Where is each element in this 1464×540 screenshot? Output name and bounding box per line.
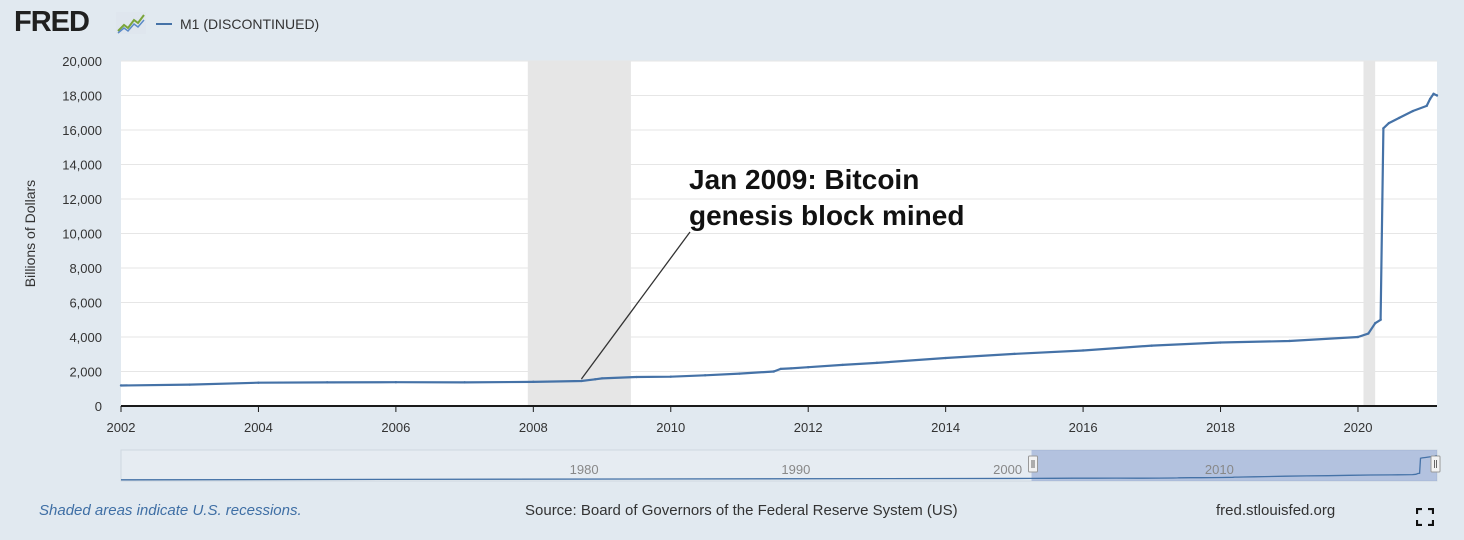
fred-site-link[interactable]: fred.stlouisfed.org [1216, 502, 1335, 519]
data-point [738, 372, 740, 374]
data-point [601, 377, 603, 379]
annotation-text: genesis block mined [689, 200, 964, 231]
data-point [704, 374, 706, 376]
x-tick-label: 2006 [381, 420, 410, 435]
data-point [257, 382, 259, 384]
data-point [1013, 353, 1015, 355]
data-point [1367, 332, 1369, 334]
y-tick-label: 6,000 [69, 296, 102, 311]
data-point [876, 362, 878, 364]
y-tick-label: 2,000 [69, 365, 102, 380]
data-point [189, 383, 191, 385]
data-point [1379, 319, 1381, 321]
annotation-text: Jan 2009: Bitcoin [689, 164, 919, 195]
data-point [580, 380, 582, 382]
data-point [1357, 336, 1359, 338]
data-point [841, 364, 843, 366]
data-point [790, 367, 792, 369]
navigator-handle-body [1029, 456, 1038, 472]
y-tick-label: 14,000 [62, 158, 102, 173]
y-tick-label: 8,000 [69, 261, 102, 276]
navigator-selection [1032, 450, 1437, 481]
data-point [944, 357, 946, 359]
y-tick-label: 12,000 [62, 192, 102, 207]
data-point [780, 368, 782, 370]
x-tick-label: 2004 [244, 420, 273, 435]
data-point [635, 376, 637, 378]
navigator-year-label: 2000 [993, 462, 1022, 477]
data-point [807, 366, 809, 368]
data-point [1082, 349, 1084, 351]
recession-note: Shaded areas indicate U.S. recessions. [39, 502, 302, 519]
navigator-year-label: 2010 [1205, 462, 1234, 477]
source-text: Source: Board of Governors of the Federa… [525, 502, 958, 519]
data-point [463, 381, 465, 383]
navigator-handle-body [1431, 456, 1440, 472]
x-tick-label: 2020 [1344, 420, 1373, 435]
x-tick-label: 2016 [1069, 420, 1098, 435]
data-point [1219, 341, 1221, 343]
data-point [1374, 322, 1376, 324]
chart-area: 0 2,000 4,000 6,000 8,000 10,000 12,000 14,000 1… [0, 0, 1464, 540]
navigator-handle-right[interactable] [1431, 456, 1440, 472]
data-point [532, 381, 534, 383]
x-tick-label: 2010 [656, 420, 685, 435]
data-point [395, 381, 397, 383]
data-point [1425, 105, 1427, 107]
y-tick-label: 4,000 [69, 330, 102, 345]
x-tick-label: 2012 [794, 420, 823, 435]
x-tick-label: 2014 [931, 420, 960, 435]
y-axis-label: Billions of Dollars [22, 180, 38, 287]
navigator-year-label: 1980 [570, 462, 599, 477]
y-tick-label: 18,000 [62, 89, 102, 104]
data-point [1398, 117, 1400, 119]
fullscreen-icon[interactable] [1416, 508, 1434, 526]
data-point [1412, 110, 1414, 112]
data-point [1388, 122, 1390, 124]
data-point [773, 370, 775, 372]
data-point [1432, 93, 1434, 95]
data-point [1429, 98, 1431, 100]
navigator-handle-left[interactable] [1029, 456, 1038, 472]
y-tick-label: 16,000 [62, 123, 102, 138]
x-tick-label: 2008 [519, 420, 548, 435]
data-point [326, 381, 328, 383]
data-point [1382, 127, 1384, 129]
y-tick-label: 10,000 [62, 227, 102, 242]
data-point [120, 384, 122, 386]
data-point [1436, 94, 1438, 96]
data-point [670, 375, 672, 377]
y-tick-label: 0 [95, 399, 102, 414]
data-point [1151, 344, 1153, 346]
x-tick-label: 2018 [1206, 420, 1235, 435]
x-tick-label: 2002 [107, 420, 136, 435]
y-tick-label: 20,000 [62, 54, 102, 69]
navigator-year-label: 1990 [781, 462, 810, 477]
data-point [594, 378, 596, 380]
data-point [1288, 340, 1290, 342]
